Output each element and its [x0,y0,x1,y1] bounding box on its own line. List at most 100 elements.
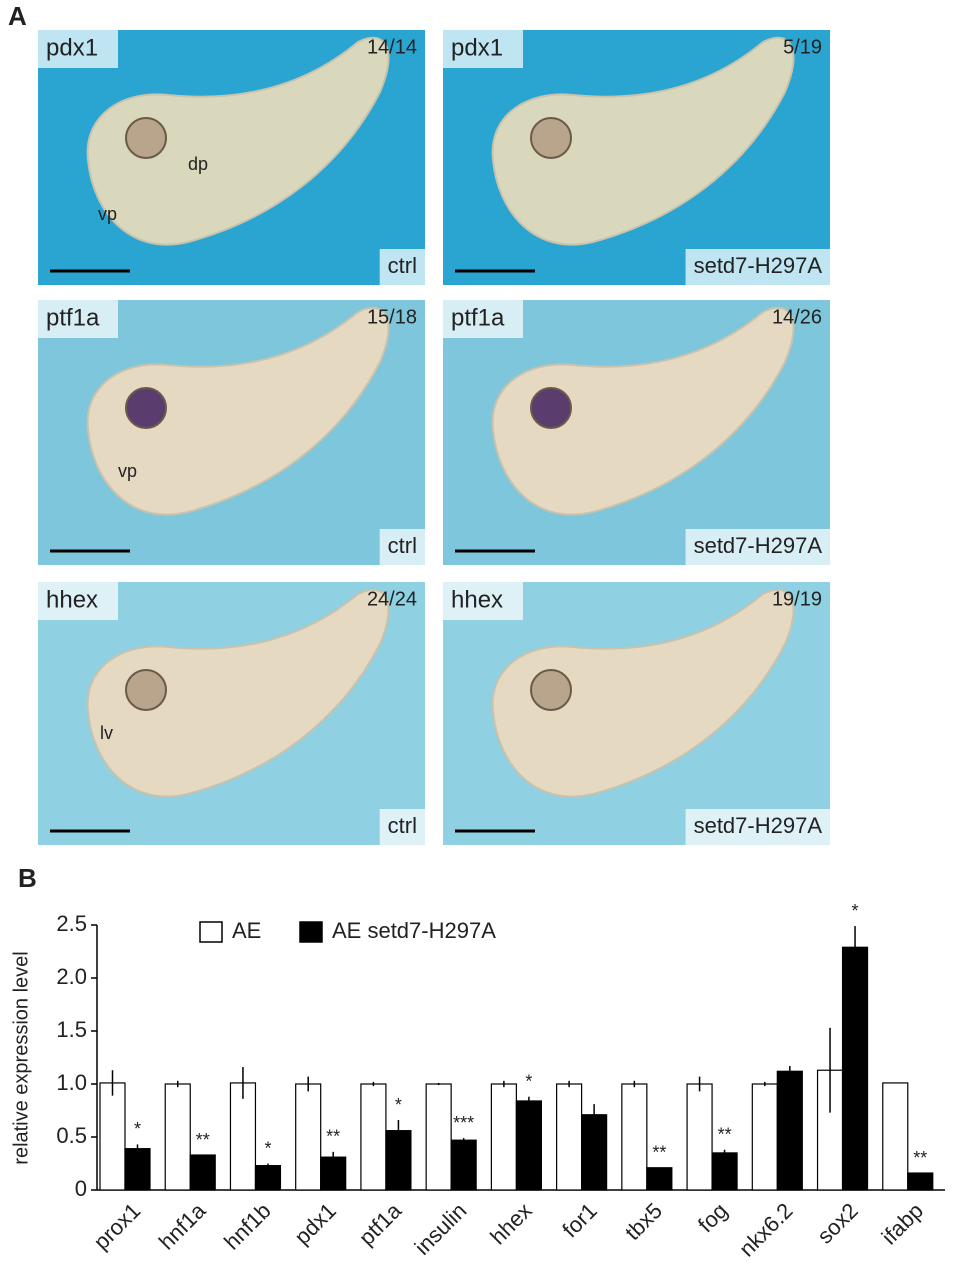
condition-label: ctrl [388,533,417,558]
annotation: vp [98,204,117,224]
x-tick-label: ptf1a [354,1197,407,1250]
eye [530,117,572,159]
label-box [685,249,830,285]
bar [164,1083,191,1191]
image-panel: ptf1a 14/26 setd7-H297A [443,300,830,565]
condition-label: setd7-H297A [694,253,823,278]
x-tick-label: hnf1a [154,1197,211,1254]
label-box [38,300,118,338]
bar [882,1082,909,1191]
significance-label: * [134,1119,141,1139]
legend-swatch [199,921,223,943]
x-tick-label: fog [693,1198,732,1237]
x-tick-label: tbx5 [620,1198,667,1245]
significance-label: * [264,1138,271,1158]
legend-swatch [299,921,323,943]
bar [841,946,869,1191]
gene-label: ptf1a [451,304,505,331]
label-box [443,30,523,68]
x-tick-label: ifabp [877,1198,928,1249]
label-box [38,582,118,620]
eye [530,669,572,711]
gene-label: pdx1 [46,34,98,61]
x-tick-label: nkx6.2 [734,1198,798,1262]
embryo [491,306,795,516]
label-box [443,582,523,620]
embryo [86,306,390,516]
eye [125,669,167,711]
eye [125,387,167,429]
image-panel: pdx1 14/14 ctrl dp vp [38,30,425,285]
bar [425,1083,452,1191]
label-box [379,529,425,565]
significance-label: ** [652,1142,666,1162]
label-box [38,30,118,68]
annotation: dp [188,154,208,174]
label-box [685,529,830,565]
bar [254,1165,282,1191]
x-tick-label: hhex [485,1198,536,1249]
x-tick-label: pdx1 [290,1198,341,1249]
bar [229,1082,257,1191]
count-label: 15/18 [367,306,417,328]
count-label: 19/19 [772,588,822,610]
gene-label: pdx1 [451,34,503,61]
legend-label: AE setd7-H297A [332,918,496,943]
significance-label: ** [718,1124,732,1144]
x-tick-label: prox1 [89,1198,146,1255]
gene-label: ptf1a [46,304,100,331]
significance-label: *** [453,1113,474,1133]
condition-label: ctrl [388,253,417,278]
y-tick-label: 1.0 [56,1070,87,1095]
x-tick-label: hnf1b [219,1198,276,1255]
bar [621,1083,648,1191]
bar [556,1083,583,1191]
count-label: 14/26 [772,306,822,328]
bar [490,1083,517,1191]
x-tick-label: for1 [557,1198,601,1242]
bar [515,1100,542,1191]
gene-label: hhex [451,586,503,613]
bar [99,1082,126,1191]
annotation: lv [100,723,113,743]
bar [776,1070,803,1191]
y-tick-label: 1.5 [56,1017,87,1042]
y-axis-label: relative expression level [10,951,32,1164]
label-box [379,809,425,845]
y-tick-label: 0 [75,1176,87,1201]
bar [360,1083,387,1191]
image-panel: pdx1 5/19 setd7-H297A [443,30,830,285]
embryo [491,588,795,798]
label-box [379,249,425,285]
bar [751,1083,778,1191]
y-tick-label: 2.0 [56,964,87,989]
gene-label: hhex [46,586,98,613]
label-box [685,809,830,845]
condition-label: setd7-H297A [694,533,823,558]
condition-label: setd7-H297A [694,813,823,838]
bar [686,1083,713,1191]
bar [646,1167,673,1191]
legend-label: AE [232,918,261,943]
annotation: vp [118,461,137,481]
significance-label: ** [326,1127,340,1147]
image-panel: hhex 19/19 setd7-H297A [443,582,830,845]
embryo [86,588,390,798]
significance-label: * [395,1095,402,1115]
bar [189,1154,216,1191]
embryo [86,36,390,246]
bar [124,1148,151,1191]
image-panel: hhex 24/24 ctrl lv [38,582,425,845]
x-tick-label: insulin [410,1198,472,1260]
label-box [443,300,523,338]
bar [711,1152,738,1191]
embryo [491,36,795,246]
y-tick-label: 0.5 [56,1123,87,1148]
significance-label: * [852,901,859,921]
significance-label: ** [913,1148,927,1168]
bar [450,1139,477,1191]
panel-label: B [18,863,37,893]
condition-label: ctrl [388,813,417,838]
image-panel: ptf1a 15/18 ctrl vp [38,300,425,565]
